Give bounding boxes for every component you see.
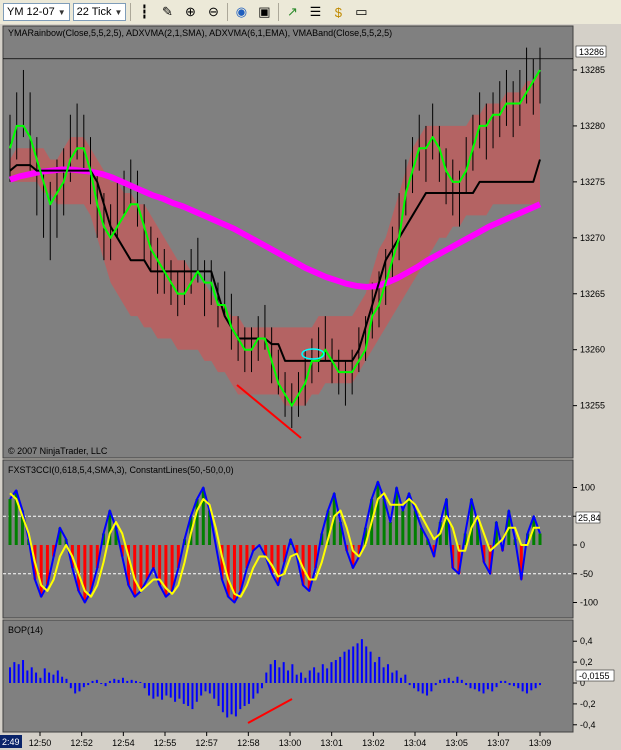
- price-tick-label: 13270: [580, 233, 605, 243]
- cci-tick-label: -100: [580, 598, 598, 608]
- bop-tick-label: 0,4: [580, 636, 593, 646]
- dollar-icon[interactable]: $: [334, 4, 343, 20]
- time-tick-label: 12:58: [237, 738, 260, 748]
- bop-tick-label: -0,4: [580, 720, 596, 730]
- chevron-down-icon: ▼: [57, 7, 66, 17]
- current-price-box: [575, 45, 607, 58]
- cci-tick-label: 0: [580, 540, 585, 550]
- bop-tick-label: 0,2: [580, 657, 593, 667]
- bop-divergence-line: [247, 698, 293, 724]
- cci-panel[interactable]: FXST3CCI(0,618,5,4,SMA,3), ConstantLines…: [2, 459, 601, 619]
- cci-tick-label: -50: [580, 569, 593, 579]
- toolbar-divider: [278, 3, 280, 21]
- chart-trader-icon[interactable]: ☰: [309, 4, 322, 19]
- divergence-line: [236, 384, 302, 439]
- cci-histogram: [8, 481, 542, 603]
- time-tick-label: 12:55: [154, 738, 177, 748]
- time-tick-label: 12:54: [112, 738, 135, 748]
- properties-icon[interactable]: ▣: [258, 4, 271, 19]
- draw-pen-icon[interactable]: ✎: [161, 4, 173, 19]
- bop-value-box: [575, 669, 615, 682]
- time-tick-label: 13:04: [404, 738, 427, 748]
- window-icon[interactable]: ▭: [355, 4, 368, 19]
- period-selector[interactable]: 22 Tick ▼: [72, 3, 127, 21]
- price-axis: 13255 13260 13265 13270 13275 13280 13285: [3, 58, 605, 411]
- time-tick-label: 12:52: [70, 738, 93, 748]
- rainbow-fill: [10, 69, 540, 406]
- price-tick-label: 13255: [580, 401, 605, 411]
- bop-value-badge: -0,0155: [575, 669, 615, 682]
- time-tick-label: 13:05: [445, 738, 468, 748]
- adxvma-slow-series: [9, 159, 541, 362]
- vma-band-series: [9, 166, 542, 291]
- rainbow-band: [10, 69, 540, 406]
- toolbar-divider: [130, 3, 132, 21]
- price-panel-title: YMARainbow(Close,5,5,2,5), ADXVMA(2,1,SM…: [8, 28, 392, 38]
- price-tick-label: 13260: [580, 345, 605, 355]
- price-tick-label: 13275: [580, 177, 605, 187]
- period-label: 22 Tick: [76, 6, 112, 18]
- cci-value-box: [575, 511, 601, 524]
- cci-blue-series: [9, 480, 541, 604]
- cci-value-badge: 25,84: [575, 511, 601, 524]
- chart-area[interactable]: YMARainbow(Close,5,5,2,5), ADXVMA(2,1,SM…: [0, 24, 621, 750]
- price-tick-label: 13285: [580, 65, 605, 75]
- strategy-icon[interactable]: ↗: [286, 4, 298, 19]
- price-tick-label: 13265: [580, 289, 605, 299]
- zoom-out-icon[interactable]: ⊖: [207, 4, 219, 19]
- bop-histogram: [9, 639, 541, 718]
- cci-tick-label: 100: [580, 483, 595, 493]
- price-tick-label: 13280: [580, 121, 605, 131]
- cci-current-value: 25,84: [578, 513, 601, 523]
- time-tick-label: 13:01: [320, 738, 343, 748]
- bop-panel[interactable]: BOP(14) 0,4 0,2 0 -0,2 -0,4 -0,0155: [2, 619, 615, 733]
- bop-axis: 0,4 0,2 0 -0,2 -0,4: [573, 636, 596, 730]
- bop-tick-label: -0,2: [580, 699, 596, 709]
- current-time-box: [0, 735, 22, 748]
- bop-panel-title: BOP(14): [8, 625, 43, 635]
- zoom-in-icon[interactable]: ⊕: [184, 4, 196, 19]
- time-axis-background: [0, 734, 621, 750]
- adxvma-slow-line: [9, 159, 541, 362]
- time-tick-label: 13:07: [487, 738, 510, 748]
- time-labels: 12:50 12:52 12:54 12:55 12:57 12:58 13:00 13:01…: [29, 732, 552, 748]
- chart-toolbar: YM 12-07 ▼ 22 Tick ▼ ┇ ✎ ⊕ ⊖ ◉ ▣ ↗ ☰ $ ▭: [0, 0, 621, 25]
- instrument-selector[interactable]: YM 12-07 ▼: [3, 3, 70, 21]
- globe-icon[interactable]: ◉: [235, 4, 248, 19]
- time-tick-label: 12:57: [195, 738, 218, 748]
- instrument-label: YM 12-07: [7, 6, 55, 18]
- adxvma-fast-series: [9, 69, 541, 407]
- toolbar-divider: [227, 3, 229, 21]
- copyright-label: © 2007 NinjaTrader, LLC: [8, 446, 108, 456]
- time-tick-label: 12:50: [29, 738, 52, 748]
- price-panel[interactable]: YMARainbow(Close,5,5,2,5), ADXVMA(2,1,SM…: [2, 25, 607, 459]
- current-time-label: 2:49: [2, 737, 20, 747]
- time-tick-label: 13:00: [279, 738, 302, 748]
- time-tick-label: 13:02: [362, 738, 385, 748]
- time-tick-label: 13:09: [529, 738, 552, 748]
- bar-type-icon[interactable]: ┇: [140, 4, 149, 19]
- current-price-value: 13286: [579, 47, 604, 57]
- time-axis: 2:49 12:50 12:52 12:54 12:55 12:57 12:58 13:00…: [0, 732, 621, 750]
- bop-tick-label: 0: [580, 678, 585, 688]
- bop-current-value: -0,0155: [579, 671, 610, 681]
- current-price-badge: 13286: [575, 45, 607, 58]
- cci-panel-title: FXST3CCI(0,618,5,4,SMA,3), ConstantLines…: [8, 465, 234, 475]
- vma-band-line: [9, 166, 542, 291]
- cci-yellow-series: [9, 492, 540, 598]
- cci-lines: [9, 480, 541, 604]
- price-bars: [9, 47, 541, 429]
- adxvma-fast-line: [9, 69, 541, 407]
- highlight-ellipse: [301, 348, 325, 360]
- chevron-down-icon: ▼: [114, 7, 123, 17]
